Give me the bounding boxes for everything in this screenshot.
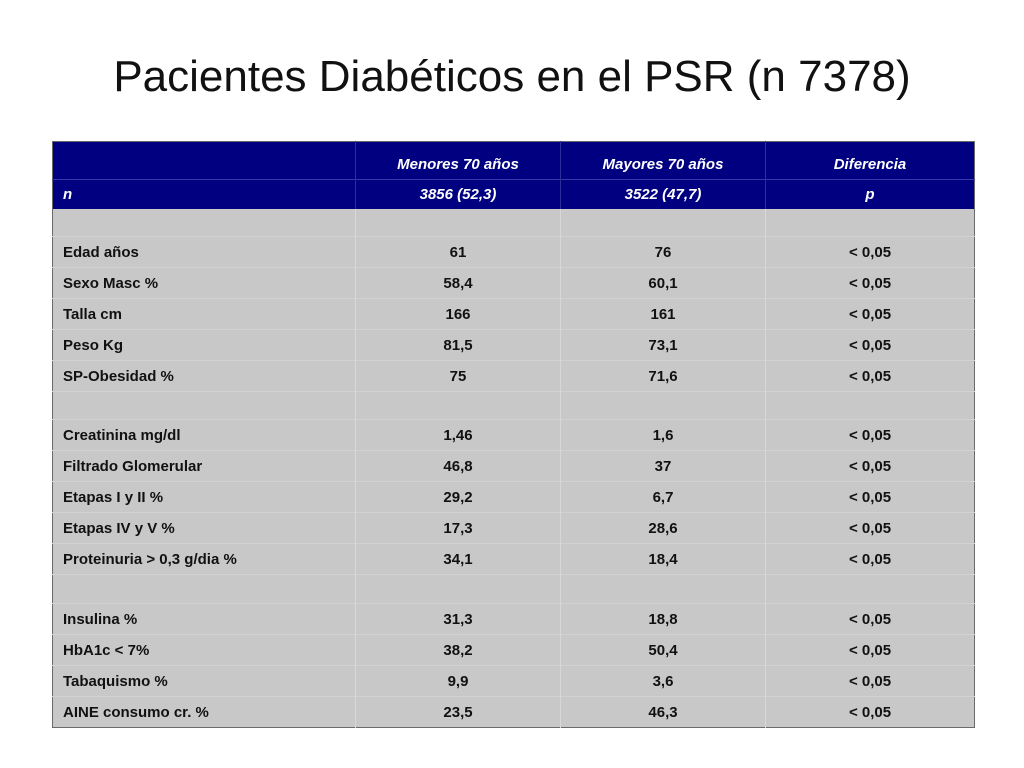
results-table: Menores 70 años Mayores 70 años Diferenc… <box>52 141 975 728</box>
table-row: AINE consumo cr. % 23,5 46,3 < 0,05 <box>52 696 975 728</box>
header-row: Menores 70 años Mayores 70 años Diferenc… <box>52 141 975 180</box>
row-label: AINE consumo cr. % <box>52 696 356 728</box>
table-body: Edad años 61 76 < 0,05 Sexo Masc % 58,4 … <box>52 209 975 728</box>
row-label: Creatinina mg/dl <box>52 419 356 451</box>
value-menores: 17,3 <box>355 512 561 544</box>
value-mayores: 37 <box>560 450 766 482</box>
n-row: n 3856 (52,3) 3522 (47,7) p <box>52 179 975 209</box>
value-menores: 9,9 <box>355 665 561 697</box>
value-mayores: 60,1 <box>560 267 766 299</box>
table-row: Etapas I y II % 29,2 6,7 < 0,05 <box>52 481 975 513</box>
row-label: Sexo Masc % <box>52 267 356 299</box>
value-mayores: 46,3 <box>560 696 766 728</box>
value-menores: 46,8 <box>355 450 561 482</box>
value-menores: 34,1 <box>355 543 561 575</box>
value-diferencia: < 0,05 <box>765 512 975 544</box>
row-label: Edad años <box>52 236 356 268</box>
value-menores: 81,5 <box>355 329 561 361</box>
group-spacer <box>52 391 975 420</box>
p-label: p <box>765 179 975 209</box>
value-mayores: 28,6 <box>560 512 766 544</box>
value-diferencia: < 0,05 <box>765 481 975 513</box>
value-diferencia: < 0,05 <box>765 360 975 392</box>
value-menores: 166 <box>355 298 561 330</box>
value-menores: 58,4 <box>355 267 561 299</box>
group-spacer <box>52 209 975 237</box>
table-row: Sexo Masc % 58,4 60,1 < 0,05 <box>52 267 975 299</box>
value-mayores: 73,1 <box>560 329 766 361</box>
row-label: Etapas I y II % <box>52 481 356 513</box>
row-label: Filtrado Glomerular <box>52 450 356 482</box>
header-cell-empty <box>53 142 356 180</box>
header-cell-menores: Menores 70 años <box>355 141 561 180</box>
table-row: Peso Kg 81,5 73,1 < 0,05 <box>52 329 975 361</box>
slide-title: Pacientes Diabéticos en el PSR (n 7378) <box>113 52 911 101</box>
value-diferencia: < 0,05 <box>765 450 975 482</box>
row-label: Etapas IV y V % <box>52 512 356 544</box>
value-mayores: 71,6 <box>560 360 766 392</box>
table-row: Edad años 61 76 < 0,05 <box>52 236 975 268</box>
row-label: Tabaquismo % <box>52 665 356 697</box>
n-mayores: 3522 (47,7) <box>560 179 766 209</box>
value-diferencia: < 0,05 <box>765 267 975 299</box>
table-header: Menores 70 años Mayores 70 años Diferenc… <box>52 141 975 209</box>
value-diferencia: < 0,05 <box>765 419 975 451</box>
value-mayores: 3,6 <box>560 665 766 697</box>
value-diferencia: < 0,05 <box>765 298 975 330</box>
table-row: Etapas IV y V % 17,3 28,6 < 0,05 <box>52 512 975 544</box>
header-cell-mayores: Mayores 70 años <box>560 141 766 180</box>
row-label: Proteinuria > 0,3 g/dia % <box>52 543 356 575</box>
value-menores: 75 <box>355 360 561 392</box>
value-mayores: 50,4 <box>560 634 766 666</box>
row-label: Insulina % <box>52 603 356 635</box>
table-row: Creatinina mg/dl 1,46 1,6 < 0,05 <box>52 419 975 451</box>
value-menores: 61 <box>355 236 561 268</box>
value-menores: 31,3 <box>355 603 561 635</box>
value-mayores: 18,4 <box>560 543 766 575</box>
n-label: n <box>52 179 356 209</box>
row-label: SP-Obesidad % <box>52 360 356 392</box>
group-spacer <box>52 574 975 604</box>
table-row: Filtrado Glomerular 46,8 37 < 0,05 <box>52 450 975 482</box>
row-label: Talla cm <box>52 298 356 330</box>
value-diferencia: < 0,05 <box>765 236 975 268</box>
value-menores: 1,46 <box>355 419 561 451</box>
value-mayores: 6,7 <box>560 481 766 513</box>
value-mayores: 76 <box>560 236 766 268</box>
row-label: HbA1c < 7% <box>52 634 356 666</box>
value-diferencia: < 0,05 <box>765 543 975 575</box>
table-row: SP-Obesidad % 75 71,6 < 0,05 <box>52 360 975 392</box>
row-label: Peso Kg <box>52 329 356 361</box>
n-menores: 3856 (52,3) <box>355 179 561 209</box>
table-row: Tabaquismo % 9,9 3,6 < 0,05 <box>52 665 975 697</box>
value-diferencia: < 0,05 <box>765 603 975 635</box>
value-mayores: 1,6 <box>560 419 766 451</box>
header-cell-diferencia: Diferencia <box>765 141 975 180</box>
value-menores: 23,5 <box>355 696 561 728</box>
value-mayores: 161 <box>560 298 766 330</box>
value-diferencia: < 0,05 <box>765 329 975 361</box>
table-row: Talla cm 166 161 < 0,05 <box>52 298 975 330</box>
value-menores: 29,2 <box>355 481 561 513</box>
value-diferencia: < 0,05 <box>765 665 975 697</box>
table-row: HbA1c < 7% 38,2 50,4 < 0,05 <box>52 634 975 666</box>
value-diferencia: < 0,05 <box>765 634 975 666</box>
value-mayores: 18,8 <box>560 603 766 635</box>
value-menores: 38,2 <box>355 634 561 666</box>
value-diferencia: < 0,05 <box>765 696 975 728</box>
table-row: Insulina % 31,3 18,8 < 0,05 <box>52 603 975 635</box>
table-row: Proteinuria > 0,3 g/dia % 34,1 18,4 < 0,… <box>52 543 975 575</box>
